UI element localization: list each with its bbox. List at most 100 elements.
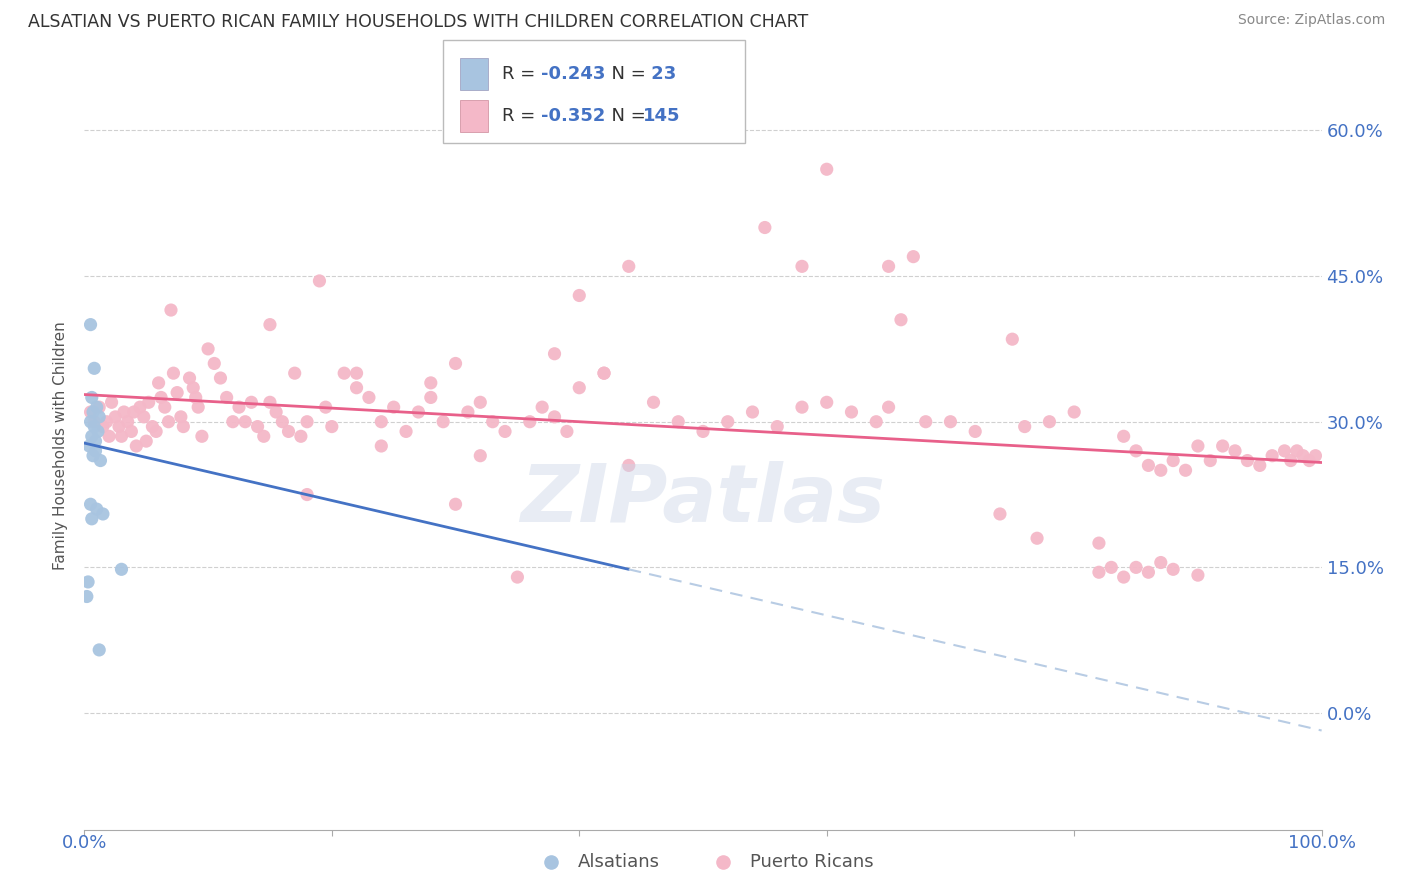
Point [1249, 458, 1271, 473]
Point [815, 395, 838, 409]
Point [79, 415, 101, 429]
Text: 145: 145 [643, 107, 681, 125]
Point [1305, 449, 1327, 463]
Point [179, 371, 201, 385]
Point [1026, 531, 1049, 545]
Text: R =: R = [502, 65, 541, 83]
Point [82, 449, 104, 463]
Point [89, 400, 111, 414]
Point [1292, 449, 1315, 463]
Point [79, 439, 101, 453]
Point [1298, 453, 1320, 467]
Text: 0.0%: 0.0% [62, 834, 107, 853]
Point [1099, 560, 1122, 574]
Point [1063, 405, 1085, 419]
Point [79, 497, 101, 511]
Point [315, 400, 337, 414]
Point [83, 419, 105, 434]
Point [117, 415, 139, 429]
Point [89, 453, 111, 467]
Point [166, 385, 188, 400]
Point [89, 409, 111, 424]
Point [295, 415, 318, 429]
Point [82, 405, 104, 419]
Point [432, 415, 454, 429]
Point [1212, 439, 1234, 453]
Point [259, 318, 281, 332]
Point [264, 405, 287, 419]
Point [382, 400, 405, 414]
Point [1161, 562, 1184, 576]
Point [617, 458, 640, 473]
Point [84, 443, 107, 458]
Point [141, 419, 163, 434]
Point [1137, 566, 1160, 580]
Point [138, 395, 160, 409]
Point [110, 562, 132, 576]
Point [519, 415, 541, 429]
Point [1199, 453, 1222, 467]
Point [1137, 458, 1160, 473]
Point [184, 391, 207, 405]
Point [100, 395, 122, 409]
Point [153, 400, 176, 414]
Point [370, 439, 392, 453]
Point [191, 429, 214, 443]
Point [160, 303, 183, 318]
Text: -0.352: -0.352 [541, 107, 606, 125]
Point [470, 449, 492, 463]
Point [865, 415, 887, 429]
Point [83, 361, 105, 376]
Point [481, 415, 503, 429]
Text: N =: N = [600, 107, 652, 125]
Point [890, 312, 912, 326]
Point [506, 570, 529, 584]
Point [162, 366, 184, 380]
Point [790, 260, 813, 274]
Point [1125, 560, 1147, 574]
Point [617, 260, 640, 274]
Point [370, 415, 392, 429]
Point [903, 250, 925, 264]
Point [122, 405, 145, 419]
Point [1279, 453, 1302, 467]
Text: -0.243: -0.243 [541, 65, 606, 83]
Point [346, 381, 368, 395]
Point [125, 439, 148, 453]
Point [692, 425, 714, 439]
Point [1088, 536, 1111, 550]
Point [568, 381, 591, 395]
Point [157, 415, 180, 429]
Point [1261, 449, 1284, 463]
Point [408, 405, 430, 419]
Point [246, 419, 269, 434]
Point [444, 356, 467, 370]
Point [150, 391, 173, 405]
Point [815, 162, 838, 177]
Point [939, 415, 962, 429]
Point [253, 429, 276, 443]
Text: ALSATIAN VS PUERTO RICAN FAMILY HOUSEHOLDS WITH CHILDREN CORRELATION CHART: ALSATIAN VS PUERTO RICAN FAMILY HOUSEHOL… [28, 13, 808, 31]
Point [877, 260, 900, 274]
Point [98, 429, 121, 443]
Point [284, 366, 307, 380]
Point [170, 409, 193, 424]
Point [1001, 332, 1024, 346]
Point [83, 415, 105, 429]
Point [91, 507, 114, 521]
Point [1161, 453, 1184, 467]
Point [104, 409, 127, 424]
Point [914, 415, 936, 429]
Point [277, 425, 299, 439]
Point [87, 425, 110, 439]
Text: 100.0%: 100.0% [1288, 834, 1355, 853]
Point [228, 400, 250, 414]
Point [233, 415, 256, 429]
Point [96, 415, 118, 429]
Point [593, 366, 616, 380]
Point [470, 395, 492, 409]
Point [321, 419, 343, 434]
Point [1274, 443, 1296, 458]
Point [197, 342, 219, 356]
Point [965, 425, 987, 439]
